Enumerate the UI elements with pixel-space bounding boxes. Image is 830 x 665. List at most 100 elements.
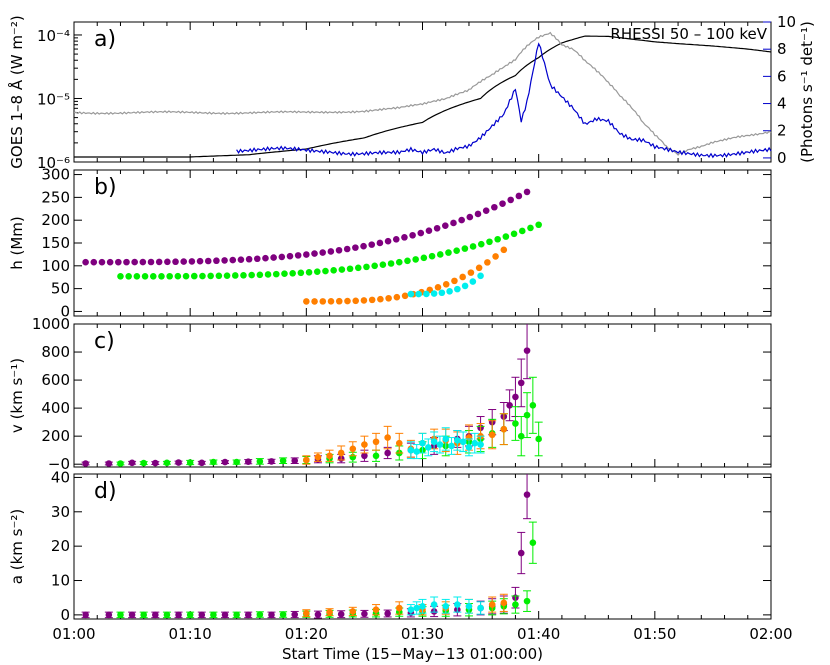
height-point-s0 [221, 257, 228, 264]
data-point-s1 [256, 611, 264, 618]
height-point-s0 [409, 231, 416, 239]
height-point-s0 [442, 222, 449, 229]
data-point-s1 [279, 457, 287, 464]
y-tick-label: 30 [51, 503, 70, 521]
height-point-s2 [319, 298, 327, 305]
series-line-goes_short [73, 31, 772, 156]
data-point-s0 [384, 610, 391, 617]
data-point-s3 [442, 602, 450, 610]
height-point-s0 [433, 224, 441, 232]
height-point-s1 [223, 272, 231, 279]
data-point-s2 [303, 456, 310, 464]
panel-a-goes-rhessi: 10⁻⁴ 10⁻⁵ 10⁻⁶ 10 8 6 4 2 0 GOES 1–8 Å (W m⁻²) (Ph… [7, 13, 816, 172]
height-point-s2 [434, 284, 442, 291]
height-point-s1 [215, 272, 223, 280]
data-point-s0 [152, 611, 159, 619]
x-tick-label: 01:20 [285, 625, 328, 643]
data-point-s0 [175, 611, 182, 619]
height-point-s0 [450, 219, 457, 227]
data-point-s1 [512, 601, 519, 608]
data-point-s2 [361, 441, 368, 448]
height-point-s2 [459, 273, 466, 281]
height-point-s1 [322, 267, 329, 275]
data-point-s1 [523, 411, 531, 419]
y-tick-label: 10⁻⁴ [37, 27, 70, 45]
data-point-s1 [372, 452, 380, 460]
data-point-s0 [517, 379, 525, 387]
height-point-s0 [376, 239, 384, 247]
height-point-s0 [245, 255, 253, 263]
y-tick-label: 20 [51, 537, 70, 555]
height-point-s2 [492, 253, 499, 260]
height-point-s0 [392, 236, 400, 243]
data-point-s0 [268, 458, 275, 465]
data-point-s0 [314, 611, 322, 618]
height-point-s2 [484, 259, 491, 266]
data-point-s0 [523, 491, 531, 498]
height-point-s1 [354, 264, 362, 272]
height-point-s0 [523, 188, 531, 196]
y-axis-label: GOES 1–8 Å (W m⁻²) [7, 15, 26, 168]
data-point-s0 [384, 449, 391, 457]
height-point-s0 [311, 250, 318, 257]
height-point-s3 [415, 290, 422, 298]
height-point-s0 [507, 196, 515, 204]
y-tick-label: 400 [41, 399, 70, 417]
data-point-s3 [430, 601, 438, 608]
data-point-s1 [140, 611, 147, 619]
data-point-s2 [488, 601, 496, 608]
height-point-s3 [430, 290, 438, 297]
data-point-s3 [419, 439, 426, 447]
height-point-s0 [204, 257, 212, 265]
panel-label-b: b) [94, 175, 117, 200]
y-axis-label: v (km s⁻¹) [8, 358, 26, 433]
height-point-s2 [311, 298, 318, 305]
y2-tick-label: 0 [777, 149, 787, 167]
y-tick-label: 600 [41, 371, 70, 389]
height-point-s0 [180, 258, 188, 265]
height-point-s2 [451, 277, 458, 285]
data-point-s1 [529, 402, 537, 409]
height-point-s1 [527, 224, 534, 232]
data-point-s0 [152, 459, 159, 467]
x-tick-label: 01:10 [169, 625, 212, 643]
data-point-s3 [471, 439, 479, 447]
series-line-rhessi [236, 42, 772, 159]
data-point-s3 [430, 438, 438, 446]
data-point-s0 [291, 457, 299, 464]
height-point-s1 [502, 233, 510, 240]
height-point-s0 [303, 251, 310, 258]
height-point-s0 [164, 258, 171, 266]
height-point-s1 [313, 268, 321, 275]
plot-frame [73, 473, 772, 620]
y-tick-label: 0 [60, 302, 70, 320]
data-point-s0 [291, 611, 299, 618]
height-point-s1 [535, 221, 542, 229]
height-point-s3 [454, 285, 461, 293]
height-point-s0 [294, 252, 302, 259]
data-point-s1 [140, 459, 147, 467]
height-point-s2 [360, 297, 368, 304]
height-point-s2 [327, 298, 335, 305]
data-point-s0 [82, 611, 89, 619]
y-axis-label: a (km s⁻²) [8, 509, 26, 584]
data-point-s0 [221, 611, 229, 619]
height-point-s0 [115, 258, 122, 266]
height-point-s0 [286, 252, 294, 260]
height-point-s0 [319, 249, 326, 256]
x-tick-label: 01:30 [401, 625, 444, 643]
y-tick-label: 10⁻⁵ [37, 90, 70, 108]
height-point-s0 [270, 254, 277, 261]
height-point-s1 [461, 245, 469, 252]
data-point-s2 [395, 604, 403, 612]
height-point-s0 [515, 192, 523, 200]
data-point-s1 [233, 611, 240, 619]
data-point-s3 [413, 604, 420, 612]
y2-tick-label: 2 [777, 122, 787, 140]
height-point-s2 [303, 298, 310, 305]
height-point-s0 [327, 248, 335, 255]
data-point-s2 [500, 599, 508, 607]
panel-c-velocity: −0 200 400 600 800 1000 v (km s⁻¹) c) [8, 315, 772, 473]
data-point-s0 [244, 458, 252, 465]
